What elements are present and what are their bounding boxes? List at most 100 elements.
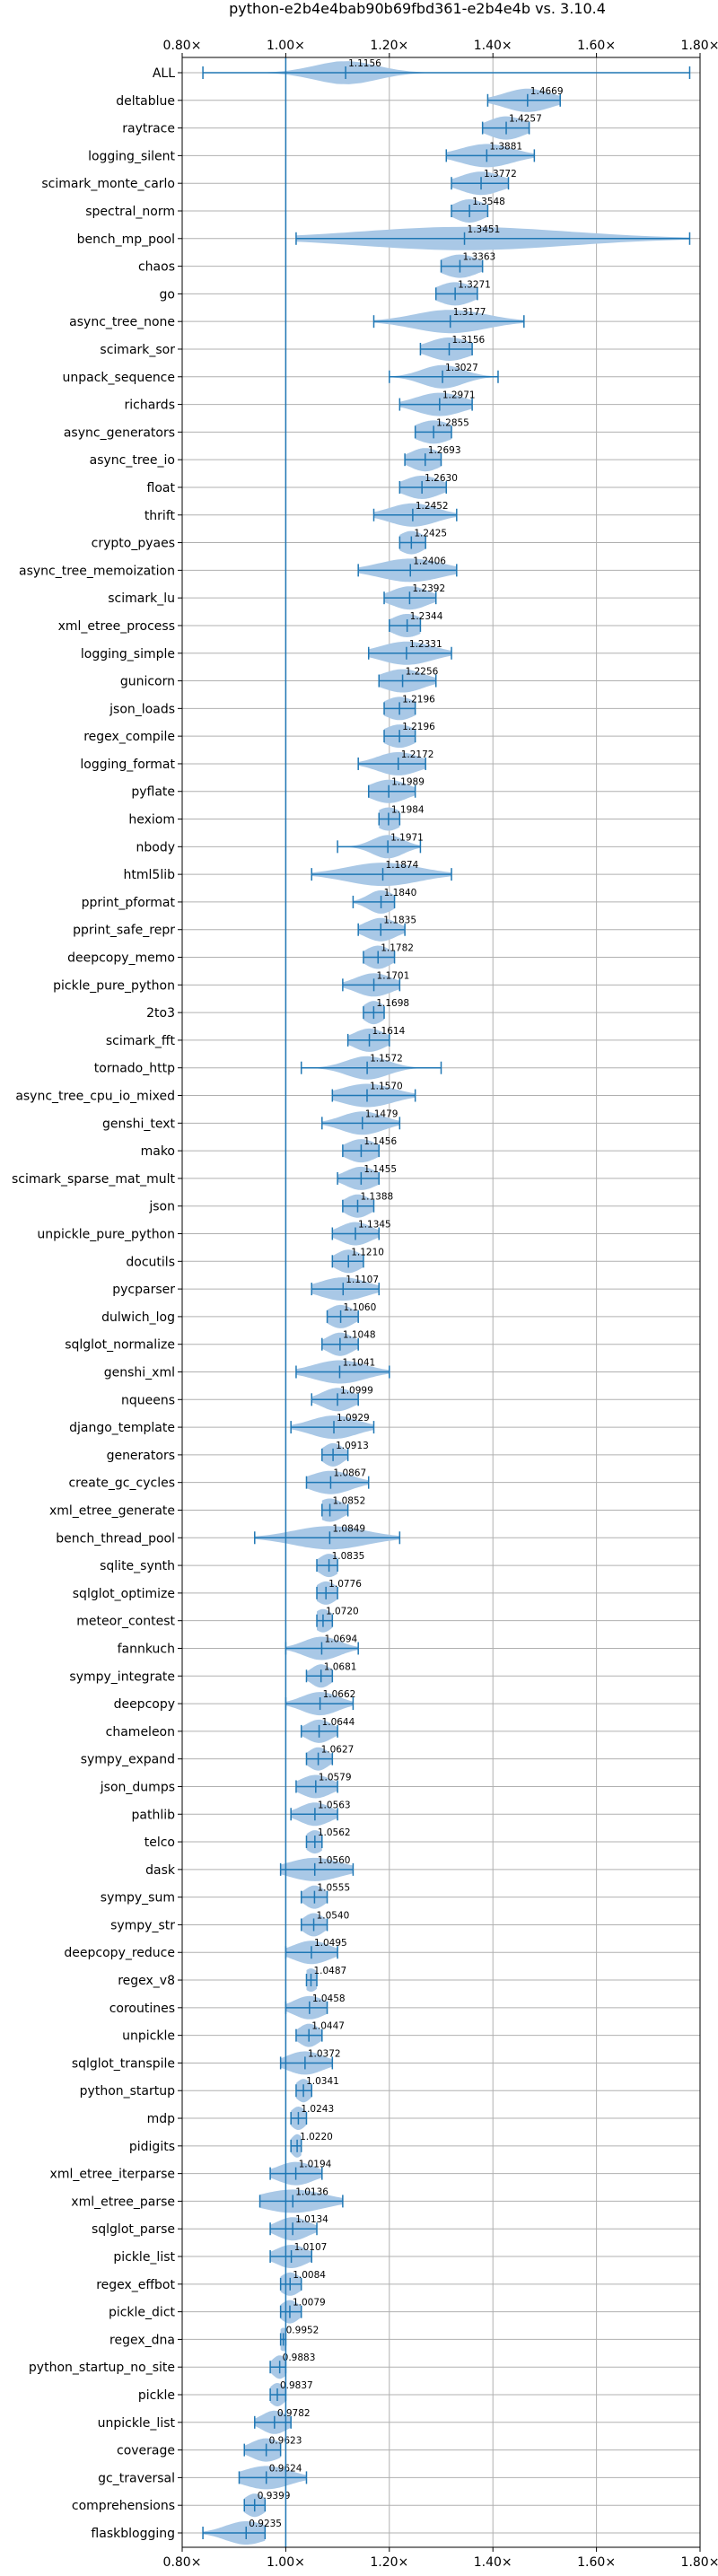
y-tick-label: regex_effbot bbox=[96, 2278, 175, 2292]
plot-frame bbox=[181, 57, 701, 2548]
y-tick-label: sqlite_synth bbox=[100, 1559, 175, 1573]
y-tick-label: dask bbox=[145, 1863, 176, 1878]
chart-title: python-e2b4e4bab90b69fbd361-e2b4e4b vs. … bbox=[229, 0, 606, 17]
y-tick-label: coroutines bbox=[109, 2002, 175, 2016]
violin-mean-label: 1.0563 bbox=[318, 1800, 351, 1810]
x-tick-label-top: 0.80× bbox=[163, 39, 202, 53]
violin-mean-label: 1.4669 bbox=[530, 86, 564, 97]
y-tick-label: ALL bbox=[153, 66, 175, 81]
violin-mean-label: 1.0913 bbox=[336, 1441, 369, 1451]
violin-mean-label: 1.2855 bbox=[436, 417, 469, 428]
violin-mean-label: 1.0458 bbox=[312, 1993, 346, 2004]
x-tick-label-top: 1.20× bbox=[370, 39, 408, 53]
violin-mean-label: 1.0867 bbox=[333, 1468, 366, 1479]
y-tick-label: pycparser bbox=[112, 1283, 175, 1297]
violin-json_loads: 1.2196 bbox=[383, 694, 435, 721]
y-tick-label: sqlglot_optimize bbox=[73, 1587, 175, 1601]
y-tick-label: go bbox=[160, 287, 175, 302]
violin-mean-label: 1.0341 bbox=[306, 2076, 339, 2087]
x-tick-label-bottom: 1.40× bbox=[474, 2555, 512, 2570]
violin-dulwich_log: 1.1060 bbox=[326, 1302, 377, 1328]
violin-mean-label: 1.2344 bbox=[410, 611, 443, 622]
y-tick-label: tornado_http bbox=[94, 1062, 175, 1076]
violin-async_tree_io: 1.2693 bbox=[404, 445, 461, 472]
violin-mean-label: 1.3451 bbox=[468, 224, 501, 235]
y-tick-label: xml_etree_generate bbox=[49, 1503, 175, 1518]
violin-mean-label: 1.0720 bbox=[326, 1607, 359, 1617]
violin-spectral_norm: 1.3548 bbox=[451, 197, 505, 223]
y-tick-label: thrift bbox=[144, 509, 176, 523]
y-tick-label: pickle bbox=[138, 2388, 175, 2403]
violin-mean-label: 1.1984 bbox=[391, 805, 425, 816]
violin-mean-label: 1.3271 bbox=[458, 279, 491, 290]
violin-scimark_fft: 1.1614 bbox=[346, 1026, 406, 1052]
violin-sqlite_synth: 1.0835 bbox=[316, 1551, 364, 1578]
violin-sqlglot_parse: 1.0134 bbox=[269, 2214, 328, 2241]
violin-html5lib: 1.1874 bbox=[311, 860, 452, 887]
y-tick-label: json_dumps bbox=[100, 1780, 175, 1794]
x-tick-label-top: 1.40× bbox=[474, 39, 512, 53]
y-tick-label: pidigits bbox=[129, 2140, 175, 2154]
violin-comprehensions: 0.9399 bbox=[243, 2491, 290, 2518]
violin-logging_silent: 1.3881 bbox=[445, 141, 536, 168]
violin-pyflate: 1.1989 bbox=[367, 777, 425, 803]
violin-deltablue: 1.4669 bbox=[486, 86, 564, 112]
violin-mean-label: 1.0540 bbox=[317, 1910, 350, 1921]
y-tick-label: deepcopy_memo bbox=[67, 951, 175, 966]
y-tick-label: async_tree_io bbox=[90, 453, 175, 468]
violin-mean-label: 1.2196 bbox=[402, 694, 435, 705]
y-tick-label: pickle_dict bbox=[109, 2306, 176, 2320]
violin-pprint_safe_repr: 1.1835 bbox=[357, 916, 416, 942]
y-tick-label: unpickle_list bbox=[98, 2416, 176, 2431]
violin-pickle_list: 1.0107 bbox=[269, 2242, 327, 2268]
y-tick-label: scimark_fft bbox=[106, 1034, 176, 1048]
violin-mean-label: 1.1989 bbox=[391, 777, 425, 788]
violin-xml_etree_process: 1.2344 bbox=[389, 611, 443, 637]
violin-mean-label: 0.9952 bbox=[286, 2325, 320, 2335]
violin-mean-label: 1.2256 bbox=[406, 667, 439, 678]
violin-mean-label: 1.0560 bbox=[318, 1855, 351, 1866]
y-tick-label: flaskblogging bbox=[91, 2527, 175, 2541]
violin-float: 1.2630 bbox=[398, 473, 458, 499]
violin-bench_thread_pool: 1.0849 bbox=[254, 1523, 401, 1550]
violin-mean-label: 1.1060 bbox=[344, 1302, 377, 1313]
violin-pidigits: 1.0220 bbox=[290, 2132, 333, 2158]
violin-mean-label: 1.1048 bbox=[343, 1330, 376, 1341]
y-tick-label: richards bbox=[125, 399, 176, 413]
violin-logging_simple: 1.2331 bbox=[367, 639, 452, 665]
violin-sqlglot_normalize: 1.1048 bbox=[321, 1330, 376, 1356]
violin-scimark_sor: 1.3156 bbox=[419, 335, 486, 361]
violin-scimark_sparse_mat_mult: 1.1455 bbox=[337, 1164, 397, 1190]
violin-nbody: 1.1971 bbox=[337, 832, 424, 859]
violin-mean-label: 1.1614 bbox=[372, 1026, 406, 1037]
violin-mean-label: 1.2196 bbox=[402, 722, 435, 732]
violin-mean-label: 1.0079 bbox=[293, 2298, 326, 2309]
y-tick-label: hexiom bbox=[128, 813, 175, 828]
axis-layer: 0.80× 0.80× 1.00× 1.00× 1.20× 1.20× 1.40× 1.40×… bbox=[12, 39, 718, 2570]
y-tick-label: deepcopy_reduce bbox=[64, 1946, 175, 1960]
violin-regex_compile: 1.2196 bbox=[383, 722, 435, 749]
violin-flaskblogging: 0.9235 bbox=[202, 2519, 282, 2545]
violin-mean-label: 1.3177 bbox=[453, 307, 486, 318]
violin-mean-label: 1.4257 bbox=[509, 114, 542, 125]
y-tick-label: scimark_lu bbox=[108, 591, 175, 606]
violin-mean-label: 1.3027 bbox=[445, 363, 478, 373]
violin-bench_mp_pool: 1.3451 bbox=[295, 224, 691, 250]
violin-mean-label: 1.0849 bbox=[332, 1523, 365, 1534]
violin-xml_etree_parse: 1.0136 bbox=[258, 2186, 344, 2213]
y-tick-label: pickle_list bbox=[113, 2250, 175, 2265]
violin-mean-label: 1.1041 bbox=[342, 1357, 375, 1368]
violin-pprint_pformat: 1.1840 bbox=[352, 888, 416, 914]
violin-mean-label: 1.2172 bbox=[401, 749, 434, 760]
violin-mean-label: 1.2406 bbox=[413, 556, 446, 566]
y-tick-label: chameleon bbox=[106, 1725, 175, 1739]
x-tick-label-bottom: 1.20× bbox=[370, 2555, 408, 2570]
violin-coverage: 0.9623 bbox=[243, 2436, 302, 2462]
y-tick-label: logging_format bbox=[80, 758, 175, 772]
violin-nqueens: 1.0999 bbox=[311, 1385, 373, 1412]
violin-mean-label: 1.0644 bbox=[322, 1717, 355, 1728]
violin-mean-label: 1.0929 bbox=[337, 1413, 370, 1424]
x-tick-label-top: 1.00× bbox=[267, 39, 305, 53]
violin-mean-label: 1.0562 bbox=[318, 1827, 351, 1838]
violin-logging_format: 1.2172 bbox=[357, 749, 434, 775]
